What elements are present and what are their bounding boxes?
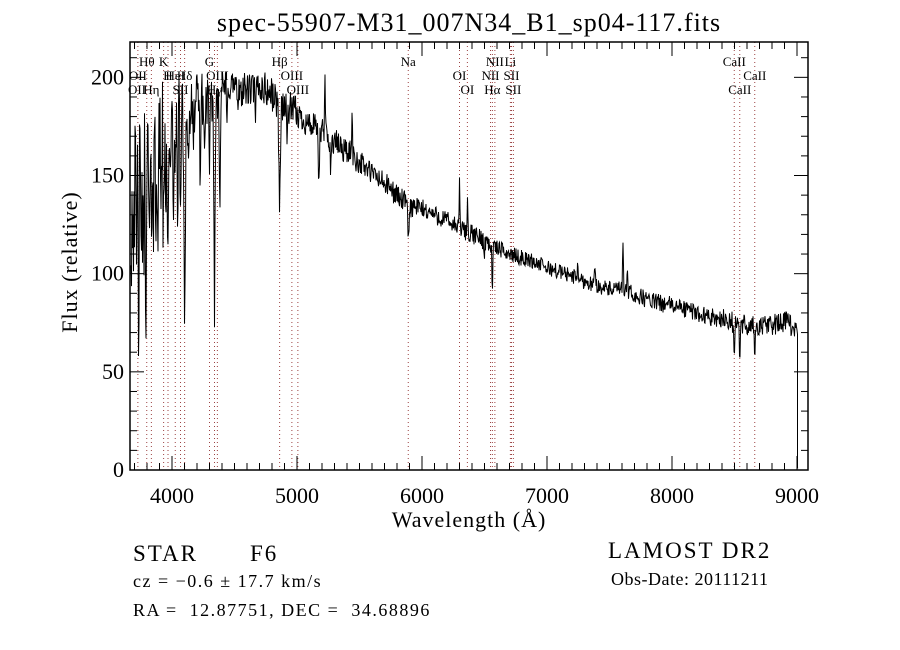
- spectral-line-label: OIII: [206, 68, 228, 83]
- spectral-line-label: K: [159, 54, 169, 69]
- plot-title: spec-55907-M31_007N34_B1_sp04-117.fits: [216, 8, 722, 37]
- spectral-line-label: Li: [505, 54, 517, 69]
- x-tick-label: 4000: [150, 483, 194, 508]
- x-tick-label: 9000: [775, 483, 819, 508]
- y-tick-label: 200: [91, 64, 124, 89]
- spectral-line-label: CaII: [728, 82, 751, 97]
- object-class: STAR: [133, 541, 198, 566]
- x-tick-label: 8000: [650, 483, 694, 508]
- x-tick-label: 7000: [525, 483, 569, 508]
- spectral-line-label: SII: [173, 82, 189, 97]
- spectral-line-label: NII: [481, 68, 499, 83]
- spectral-line-label: Hδ: [177, 68, 193, 83]
- spectral-line-label: OI: [453, 68, 467, 83]
- y-tick-label: 100: [91, 261, 124, 286]
- spectral-line-label: Hη: [143, 82, 159, 97]
- plot-frame: [129, 41, 809, 471]
- radial-velocity: cz = −0.6 ± 17.7 km/s: [133, 571, 323, 591]
- spectral-line-label: G: [205, 54, 214, 69]
- survey-release: LAMOST DR2: [608, 538, 772, 563]
- spectral-line-label: Hθ: [139, 54, 155, 69]
- spectral-line-label: HeI: [166, 68, 186, 83]
- spectral-line-label: CaII: [723, 54, 746, 69]
- spectral-line-label: SII: [504, 68, 520, 83]
- y-tick-label: 50: [102, 359, 124, 384]
- x-tick-label: 5000: [275, 483, 319, 508]
- spectral-line-label: SII: [505, 82, 521, 97]
- spectral-line-label: OIII: [281, 68, 303, 83]
- spectral-line-label: Hγ: [207, 82, 222, 97]
- spectrum-path: [130, 71, 799, 469]
- coordinates: RA = 12.87751, DEC = 34.68896: [133, 600, 431, 620]
- spectral-line-label: OIII: [287, 82, 309, 97]
- spectral-line-label: H: [163, 68, 172, 83]
- y-tick-label: 150: [91, 163, 124, 188]
- y-tick-label: 0: [113, 457, 124, 482]
- observation-date: Obs-Date: 20111211: [611, 569, 769, 589]
- spectral-line-label: Hβ: [272, 54, 288, 69]
- spectral-line-label: OI: [461, 82, 475, 97]
- spectral-line-label: NII: [486, 54, 504, 69]
- spectral-line-label: OII: [129, 68, 147, 83]
- spectral-line-label: OII: [128, 82, 146, 97]
- spectral-line-label: CaII: [743, 68, 766, 83]
- x-axis-label: Wavelength (Å): [391, 507, 547, 532]
- spectral-line-label: Na: [401, 54, 416, 69]
- object-subclass: F6: [250, 541, 279, 566]
- x-tick-label: 6000: [400, 483, 444, 508]
- spectral-line-label: Hα: [484, 82, 500, 97]
